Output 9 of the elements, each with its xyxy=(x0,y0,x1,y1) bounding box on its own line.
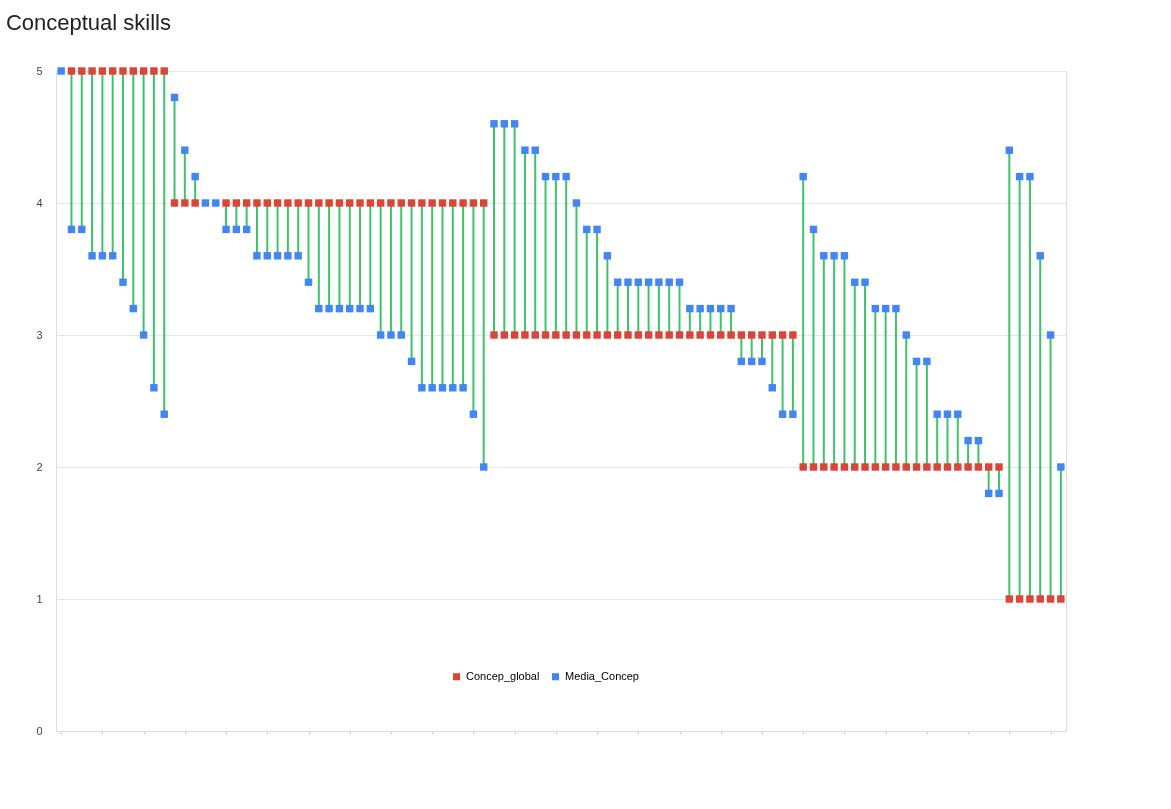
y-tick-label: 5 xyxy=(36,64,43,77)
y-tick-label: 3 xyxy=(36,328,43,341)
y-tick-label: 4 xyxy=(36,196,43,209)
legend-label: Media_Concep xyxy=(565,669,639,682)
chart-title: Conceptual skills xyxy=(5,10,171,35)
legend-label: Concep_global xyxy=(466,669,540,682)
y-tick-label: 0 xyxy=(36,724,43,737)
y-tick-label: 2 xyxy=(36,460,43,473)
y-tick-label: 1 xyxy=(36,592,43,605)
